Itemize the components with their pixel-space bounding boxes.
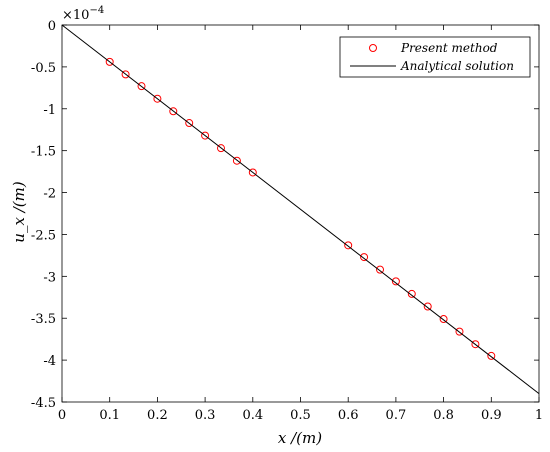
data-point-present-method bbox=[360, 253, 369, 262]
y-tick-label: -1.5 bbox=[31, 145, 56, 160]
x-tick-label: 0.8 bbox=[433, 408, 454, 423]
x-tick-label: 0.6 bbox=[338, 408, 359, 423]
y-axis-multiplier: ×10−4 bbox=[62, 5, 104, 23]
x-axis-label: x /(m) bbox=[278, 429, 322, 447]
data-point-present-method bbox=[439, 315, 448, 324]
legend-label-analytical-solution: Analytical solution bbox=[400, 59, 514, 73]
y-tick-label: -0.5 bbox=[31, 61, 56, 76]
data-point-present-method bbox=[105, 57, 114, 66]
y-tick-label: -1 bbox=[43, 103, 56, 118]
x-tick-label: 0.2 bbox=[147, 408, 168, 423]
data-point-present-method bbox=[407, 289, 416, 298]
y-axis-ticks: 0 -0.5 -1 -1.5 -2 -2.5 -3 -3.5 -4 -4.5 bbox=[31, 19, 539, 411]
x-tick-label: 0.3 bbox=[195, 408, 216, 423]
x-tick-label: 0.9 bbox=[481, 408, 502, 423]
x-axis-ticks: 0 0.1 0.2 0.3 0.4 0.5 0.6 0.7 0.8 0.9 1 bbox=[58, 25, 543, 423]
data-point-present-method bbox=[487, 351, 496, 360]
data-point-present-method bbox=[391, 277, 400, 286]
y-axis-label: u_x /(m) bbox=[10, 181, 28, 243]
x-tick-label: 0 bbox=[58, 408, 66, 423]
legend-box bbox=[339, 36, 531, 78]
y-tick-label: -2 bbox=[43, 187, 56, 202]
y-tick-label: 0 bbox=[48, 19, 56, 34]
legend: Present method Analytical solution bbox=[339, 36, 531, 78]
data-point-present-method bbox=[232, 156, 241, 165]
data-point-present-method bbox=[423, 302, 432, 311]
data-point-present-method bbox=[121, 70, 130, 79]
data-point-present-method bbox=[137, 82, 146, 91]
data-point-present-method bbox=[153, 94, 162, 103]
data-point-present-method bbox=[471, 340, 480, 349]
data-point-present-method bbox=[185, 119, 194, 128]
x-tick-label: 0.5 bbox=[290, 408, 311, 423]
data-point-present-method bbox=[216, 144, 225, 153]
series-line-analytical-solution bbox=[61, 24, 540, 395]
data-point-present-method bbox=[248, 168, 257, 177]
y-tick-label: -4.5 bbox=[31, 396, 56, 411]
legend-label-present-method: Present method bbox=[400, 41, 498, 55]
x-tick-label: 0.1 bbox=[99, 408, 120, 423]
y-tick-label: -4 bbox=[43, 354, 56, 369]
x-tick-label: 0.4 bbox=[242, 408, 263, 423]
series-layer bbox=[61, 24, 540, 395]
legend-marker-present-method bbox=[369, 44, 377, 52]
data-point-present-method bbox=[169, 107, 178, 116]
x-tick-label: 1 bbox=[535, 408, 543, 423]
data-point-present-method bbox=[344, 241, 353, 250]
data-point-present-method bbox=[376, 265, 385, 274]
data-point-present-method bbox=[455, 327, 464, 336]
y-tick-label: -3 bbox=[43, 270, 56, 285]
x-tick-label: 0.7 bbox=[386, 408, 407, 423]
y-axis-multiplier-exponent: −4 bbox=[89, 5, 104, 16]
y-tick-label: -2.5 bbox=[31, 228, 56, 243]
data-point-present-method bbox=[201, 131, 210, 140]
y-tick-label: -3.5 bbox=[31, 312, 56, 327]
